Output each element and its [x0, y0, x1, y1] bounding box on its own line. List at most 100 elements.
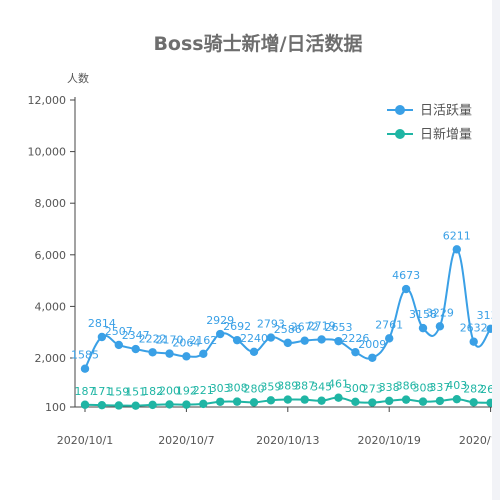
series-new: 1871711591511822001922213033082803593893… — [75, 378, 500, 410]
data-label: 2586 — [274, 323, 302, 336]
data-point[interactable] — [182, 400, 191, 409]
legend-item-active[interactable]: 日活跃量 — [387, 104, 472, 119]
y-tick-label: 100 — [45, 401, 66, 414]
data-point[interactable] — [351, 397, 360, 407]
data-point[interactable] — [216, 397, 225, 406]
data-point[interactable] — [148, 348, 157, 357]
data-label: 300 — [345, 382, 366, 395]
data-point[interactable] — [80, 400, 90, 409]
page-edge — [492, 0, 500, 500]
data-label: 2793 — [257, 318, 285, 331]
data-label: 171 — [91, 385, 112, 398]
data-point[interactable] — [114, 340, 124, 350]
legend-label: 日活跃量 — [420, 104, 472, 119]
data-label: 461 — [328, 378, 349, 391]
data-label: 359 — [260, 380, 281, 393]
data-point[interactable] — [385, 396, 394, 406]
data-label: 389 — [277, 380, 298, 393]
data-point[interactable] — [368, 398, 377, 407]
x-axis-ticks: 2020/10/1 2020/10/7 2020/10/13 2020/10/19 20… — [57, 407, 500, 447]
data-label: 308 — [227, 382, 248, 395]
data-label: 2009 — [358, 338, 386, 351]
data-point[interactable] — [199, 349, 208, 359]
data-point[interactable] — [266, 396, 276, 405]
data-point[interactable] — [249, 398, 259, 407]
data-point[interactable] — [148, 400, 157, 410]
data-point[interactable] — [131, 401, 140, 410]
data-point[interactable] — [368, 353, 377, 362]
data-point[interactable] — [469, 398, 478, 407]
data-point[interactable] — [351, 347, 360, 357]
data-label: 2222 — [139, 332, 167, 345]
data-point[interactable] — [385, 334, 394, 343]
data-point[interactable] — [334, 336, 343, 346]
data-point[interactable] — [80, 364, 90, 373]
data-label: 2692 — [223, 320, 251, 333]
chart-title: Boss骑士新增/日活数据 — [153, 32, 362, 55]
data-label: 3229 — [426, 306, 454, 319]
data-label: 182 — [142, 385, 163, 398]
data-label: 2226 — [341, 332, 369, 345]
data-label: 282 — [463, 382, 484, 395]
data-label: 2347 — [122, 329, 150, 342]
data-point[interactable] — [165, 349, 174, 358]
data-point[interactable] — [97, 400, 107, 410]
data-label: 387 — [294, 380, 315, 393]
data-point[interactable] — [317, 335, 326, 344]
data-label: 345 — [311, 381, 332, 394]
data-label: 192 — [176, 385, 197, 398]
data-label: 338 — [379, 381, 400, 394]
data-point[interactable] — [182, 352, 191, 361]
data-point[interactable] — [418, 323, 428, 333]
data-point[interactable] — [401, 284, 411, 294]
data-point[interactable] — [317, 396, 326, 405]
legend-label: 日新增量 — [420, 127, 472, 143]
data-point[interactable] — [114, 401, 124, 410]
data-point[interactable] — [300, 336, 309, 345]
data-point[interactable] — [452, 394, 461, 404]
x-tick-label: 2020/10/25 — [459, 434, 500, 447]
data-label: 2162 — [189, 334, 217, 347]
data-point[interactable] — [199, 399, 208, 409]
data-point[interactable] — [165, 400, 174, 409]
data-label: 2632 — [460, 322, 488, 335]
data-point[interactable] — [266, 333, 276, 342]
data-point[interactable] — [435, 396, 445, 406]
data-point[interactable] — [232, 335, 242, 345]
data-label: 386 — [396, 380, 417, 393]
y-tick-label: 6,000 — [35, 249, 67, 262]
data-label: 2507 — [105, 325, 133, 338]
data-point[interactable] — [97, 332, 107, 342]
data-label: 2170 — [156, 334, 184, 347]
legend-item-new[interactable]: 日新增量 — [387, 127, 472, 143]
data-label: 221 — [193, 384, 214, 397]
data-point[interactable] — [452, 245, 461, 254]
y-tick-label: 12,000 — [28, 94, 67, 107]
legend-swatch-marker — [395, 129, 405, 139]
data-point[interactable] — [232, 397, 242, 406]
data-label: 2719 — [308, 319, 336, 332]
data-point[interactable] — [401, 395, 411, 404]
data-label: 303 — [210, 382, 231, 395]
data-point[interactable] — [418, 397, 428, 406]
data-label: 159 — [108, 385, 129, 398]
data-point[interactable] — [435, 322, 445, 331]
data-point[interactable] — [249, 347, 259, 357]
data-point[interactable] — [334, 393, 343, 402]
data-label: 151 — [125, 386, 146, 399]
data-label: 1585 — [71, 349, 99, 362]
data-point[interactable] — [283, 395, 292, 404]
data-point[interactable] — [131, 344, 140, 354]
data-point[interactable] — [283, 338, 292, 348]
y-axis-ticks: 100 2,000 4,000 6,000 8,000 10,000 12,000 — [28, 94, 75, 414]
data-label: 2761 — [375, 318, 403, 331]
data-point[interactable] — [469, 337, 478, 346]
data-label: 280 — [244, 382, 265, 395]
x-tick-label: 2020/10/1 — [57, 434, 113, 447]
data-point[interactable] — [300, 395, 309, 404]
data-point[interactable] — [216, 329, 225, 339]
